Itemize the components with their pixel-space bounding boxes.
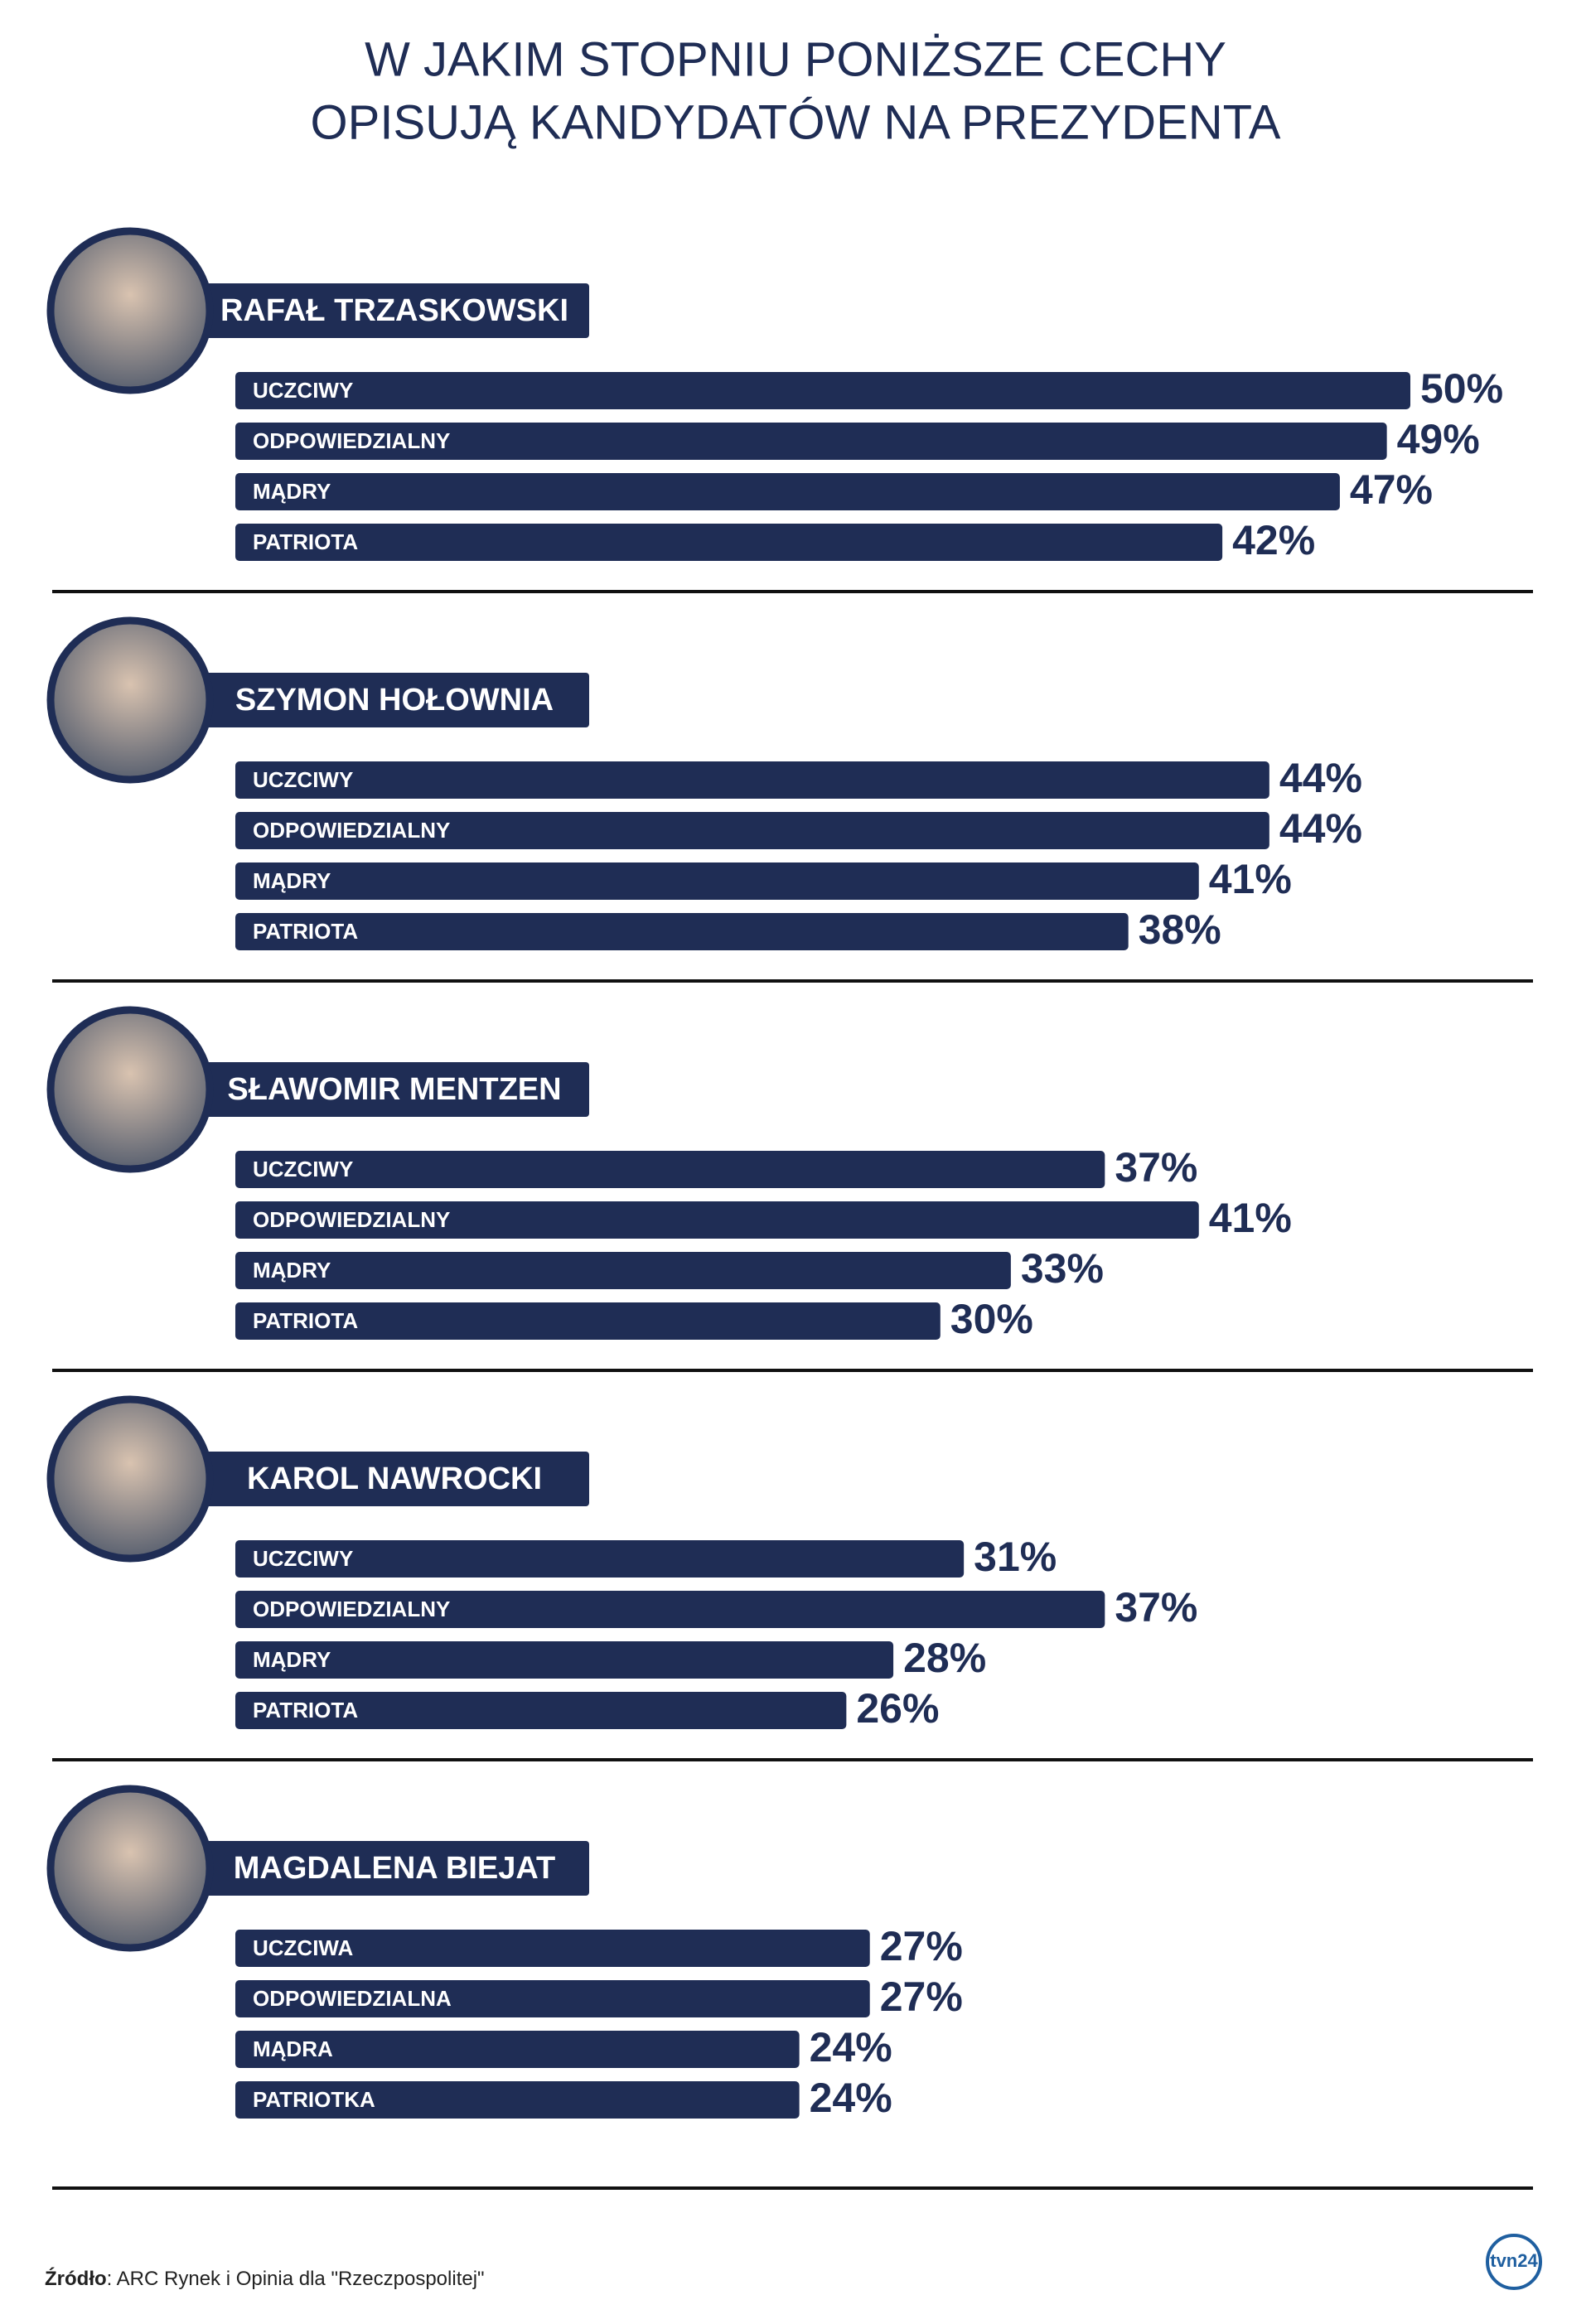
title-line: W JAKIM STOPNIU PONIŻSZE CECHY (365, 32, 1226, 86)
bar (235, 372, 1410, 409)
value-label: 30% (950, 1296, 1033, 1342)
name-box (200, 283, 589, 338)
bar-category: ODPOWIEDZIALNA (253, 1986, 452, 2011)
source-label: Źródło (45, 2267, 107, 2290)
bar (235, 761, 1269, 799)
bar-category: UCZCIWY (253, 1546, 353, 1571)
name-box (200, 1452, 589, 1506)
value-label: 37% (1115, 1584, 1197, 1631)
value-label: 27% (880, 1923, 963, 1969)
bar (235, 1591, 1105, 1628)
value-label: 38% (1139, 906, 1221, 953)
bar-category: PATRIOTA (253, 919, 358, 944)
value-label: 49% (1397, 416, 1480, 462)
bar (235, 1151, 1105, 1188)
candidate-name: MAGDALENA BIEJAT (234, 1851, 555, 1886)
value-label: 47% (1350, 466, 1433, 513)
bar (235, 2031, 800, 2068)
bar-category: UCZCIWY (253, 1157, 353, 1181)
value-label: 24% (810, 2075, 892, 2121)
candidate-name: KAROL NAWROCKI (247, 1462, 542, 1496)
bar (235, 1302, 941, 1340)
name-box (200, 1062, 589, 1117)
bar (235, 1201, 1199, 1239)
source-text: : ARC Rynek i Opinia dla "Rzeczpospolite… (107, 2268, 485, 2290)
value-label: 44% (1279, 755, 1362, 801)
photo (46, 616, 214, 784)
value-label: 44% (1279, 805, 1362, 852)
value-label: 31% (974, 1534, 1057, 1580)
bar (235, 473, 1340, 510)
value-label: 26% (856, 1685, 939, 1732)
value-label: 37% (1115, 1144, 1197, 1191)
value-label: 33% (1021, 1245, 1104, 1292)
bar-category: UCZCIWA (253, 1935, 354, 1960)
photo (46, 227, 214, 394)
bar-category: ODPOWIEDZIALNY (253, 428, 450, 453)
source: Źródło: ARC Rynek i Opinia dla "Rzeczpos… (45, 2267, 485, 2290)
bar-category: MĄDRY (253, 1258, 331, 1283)
photo (46, 1006, 214, 1173)
value-label: 50% (1420, 365, 1503, 412)
bar-category: PATRIOTA (253, 529, 358, 554)
bar-category: PATRIOTA (253, 1698, 358, 1722)
bar (235, 1980, 870, 2017)
candidate-name: SŁAWOMIR MENTZEN (227, 1072, 561, 1107)
value-label: 24% (810, 2024, 892, 2070)
value-label: 42% (1232, 517, 1315, 563)
title-line: OPISUJĄ KANDYDATÓW NA PREZYDENTA (311, 95, 1281, 149)
bar (235, 1641, 894, 1679)
logo-badge (1486, 2234, 1542, 2290)
bar (235, 1692, 847, 1729)
photo (46, 1395, 214, 1563)
bar (235, 1540, 965, 1578)
value-label: 27% (880, 1974, 963, 2020)
value-label: 41% (1209, 856, 1292, 902)
name-box (200, 673, 589, 727)
bar-category: PATRIOTKA (253, 2087, 375, 2112)
bar (235, 524, 1223, 561)
logo: tvn24 (1490, 2250, 1538, 2271)
bar (235, 2081, 800, 2119)
bar-category: UCZCIWY (253, 767, 353, 792)
bar-category: ODPOWIEDZIALNY (253, 1597, 450, 1621)
name-box (200, 1841, 589, 1896)
bar-category: MĄDRY (253, 868, 331, 893)
candidate-name: RAFAŁ TRZASKOWSKI (220, 293, 568, 328)
bar-category: MĄDRY (253, 1647, 331, 1672)
bar (235, 423, 1387, 460)
photo (46, 1785, 214, 1952)
bar (235, 862, 1199, 900)
bar-category: UCZCIWY (253, 378, 353, 403)
bar-category: MĄDRY (253, 479, 331, 504)
value-label: 41% (1209, 1195, 1292, 1241)
bar (235, 812, 1269, 849)
bar (235, 1930, 870, 1967)
bar (235, 1252, 1011, 1289)
bar (235, 913, 1129, 950)
bar-category: ODPOWIEDZIALNY (253, 1207, 450, 1232)
bar-category: PATRIOTA (253, 1308, 358, 1333)
candidate-name: SZYMON HOŁOWNIA (235, 683, 554, 717)
value-label: 28% (903, 1635, 986, 1681)
bar-category: ODPOWIEDZIALNY (253, 818, 450, 843)
bar-category: MĄDRA (253, 2037, 333, 2061)
